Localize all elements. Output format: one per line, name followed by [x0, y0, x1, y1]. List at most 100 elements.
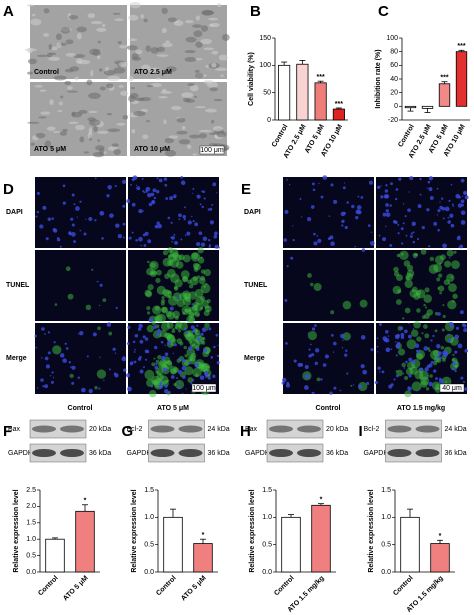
nucleus — [454, 334, 460, 340]
nucleus — [285, 383, 291, 388]
tunel-signal — [144, 369, 155, 380]
nucleus — [212, 182, 217, 187]
cell — [38, 116, 47, 119]
nucleus — [458, 246, 460, 249]
nucleus — [153, 196, 157, 200]
tunel-signal — [153, 357, 156, 360]
cell — [89, 48, 100, 56]
nucleus — [170, 221, 173, 224]
tunel-signal — [197, 247, 204, 254]
blot-band — [150, 449, 175, 457]
nucleus — [459, 310, 464, 315]
nucleus — [35, 215, 38, 218]
tunel-signal — [184, 366, 194, 376]
cell — [64, 68, 74, 73]
nucleus — [370, 348, 374, 352]
nucleus — [352, 384, 355, 386]
nucleus — [191, 303, 194, 306]
nucleus — [41, 327, 45, 331]
blot-image — [385, 419, 442, 439]
tunel-signal — [182, 276, 189, 283]
panel-label: G — [122, 423, 134, 440]
nucleus — [398, 177, 402, 181]
nucleus — [355, 215, 359, 220]
tunel-signal — [440, 254, 446, 261]
blot-image — [266, 419, 324, 439]
y-tick-label: 0.0 — [262, 569, 272, 576]
cell — [74, 124, 85, 131]
nucleus — [411, 221, 416, 227]
nucleus — [36, 210, 40, 214]
tunel-signal — [156, 313, 166, 323]
cell — [27, 58, 37, 65]
panel-label: A — [3, 3, 14, 20]
cell — [208, 17, 219, 21]
cell — [113, 148, 121, 156]
nucleus — [333, 386, 337, 390]
nucleus — [142, 210, 144, 212]
cell — [194, 106, 207, 109]
cell — [168, 135, 179, 139]
nucleus — [130, 183, 132, 186]
cell — [130, 92, 139, 99]
nucleus — [380, 185, 382, 187]
nucleus — [53, 341, 56, 344]
nucleus — [214, 231, 218, 236]
column-label: ATO 5 μM — [157, 405, 189, 412]
cell — [103, 70, 116, 76]
tunel-signal — [403, 260, 411, 267]
cell — [48, 43, 53, 50]
nucleus — [197, 337, 201, 342]
y-tick-label: 20 — [390, 90, 398, 97]
nucleus — [184, 327, 187, 331]
band-name: Bax — [8, 426, 21, 433]
y-axis-label: Relative expression level — [13, 489, 20, 572]
scale-bar-label: 40 μm — [442, 385, 462, 392]
tunel-signal — [52, 345, 62, 355]
nucleus — [463, 191, 467, 195]
tunel-signal — [444, 260, 452, 268]
tunel-signal — [176, 299, 185, 308]
cell — [201, 10, 215, 15]
cell — [30, 18, 42, 26]
cell — [99, 86, 106, 91]
nucleus — [340, 333, 345, 339]
tunel-signal — [435, 387, 441, 393]
nucleus — [99, 356, 101, 358]
tunel-signal — [94, 386, 98, 390]
nucleus — [81, 387, 86, 393]
nucleus — [330, 183, 334, 187]
nucleus — [463, 328, 468, 333]
row-label: Merge — [244, 355, 265, 362]
cell — [68, 14, 79, 20]
bar — [45, 538, 65, 573]
nucleus — [70, 366, 72, 368]
nucleus — [354, 245, 356, 248]
cell — [195, 73, 204, 79]
nucleus — [299, 198, 302, 200]
blot-band — [150, 425, 175, 433]
cell — [165, 66, 177, 72]
nucleus — [142, 335, 146, 339]
y-tick-label: 0.5 — [26, 552, 36, 559]
nucleus — [178, 357, 182, 361]
cell — [64, 80, 72, 85]
nucleus — [157, 328, 161, 332]
y-tick-label: 0.0 — [381, 569, 391, 576]
nucleus — [437, 312, 441, 316]
nucleus — [41, 357, 43, 359]
bar — [311, 504, 331, 573]
cell — [35, 132, 46, 139]
nucleus — [202, 190, 206, 194]
row-label: DAPI — [244, 209, 261, 216]
tunel-signal — [193, 267, 199, 272]
tunel-signal — [146, 306, 151, 311]
nucleus — [128, 236, 132, 240]
nucleus — [47, 217, 52, 221]
nucleus — [142, 366, 145, 369]
cell — [193, 30, 203, 38]
nucleus — [451, 367, 455, 371]
cell — [198, 133, 207, 139]
nucleus — [457, 203, 463, 208]
cell — [173, 20, 184, 27]
